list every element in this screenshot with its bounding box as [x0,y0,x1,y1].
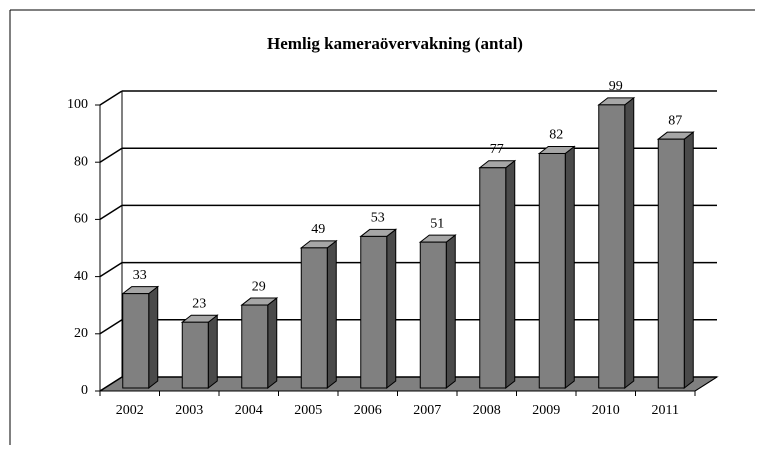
x-tick-label: 2010 [592,403,620,418]
bar [419,241,447,389]
grid-diagonal [99,90,123,106]
x-tick-label: 2004 [235,403,263,418]
y-tick-label: 80 [74,154,88,169]
bar [598,104,626,389]
y-tick-label: 20 [74,326,88,341]
y-tick-label: 40 [74,269,88,284]
x-tick-label: 2002 [116,403,144,418]
value-label: 51 [430,216,444,231]
bar-side [683,131,694,390]
y-tick-label: 60 [74,212,88,227]
x-tick-label: 2008 [473,403,501,418]
grid-diagonal [99,376,123,392]
bar [300,247,328,389]
grid-diagonal [99,261,123,278]
value-label: 49 [311,222,325,237]
y-tick-label: 0 [81,383,88,398]
bar [122,293,150,389]
bar-side [148,285,159,390]
value-label: 23 [192,296,206,311]
y-tick-label: 100 [67,97,88,112]
x-axis-end [694,376,718,392]
bar [479,167,507,389]
bar-side [207,314,218,390]
bar [241,304,269,389]
value-label: 77 [490,142,504,157]
value-label: 33 [133,268,147,283]
bar [360,235,388,389]
x-tick-label: 2007 [413,403,441,418]
x-tick-label: 2003 [175,403,203,418]
bar [181,321,209,389]
x-tick-label: 2005 [294,403,322,418]
value-label: 53 [371,211,385,226]
value-label: 87 [668,113,682,128]
grid-diagonal [99,204,123,221]
bar-side [445,234,456,390]
x-tick-label: 2009 [532,403,560,418]
value-label: 82 [549,128,563,143]
value-label: 99 [609,79,623,94]
bar-side [267,297,278,390]
bar [538,152,566,389]
bar-side [326,239,337,390]
bar-side [624,96,635,390]
x-tick-label: 2011 [652,403,679,418]
grid-diagonal [99,147,123,163]
grid-diagonal [99,319,123,335]
value-label: 29 [252,279,266,294]
x-tick-label: 2006 [354,403,382,418]
bar-side [564,145,575,390]
bar-side [505,159,516,390]
bar [657,138,685,389]
chart-title: Hemlig kameraövervakning (antal) [267,34,523,53]
bar-side [386,228,397,390]
